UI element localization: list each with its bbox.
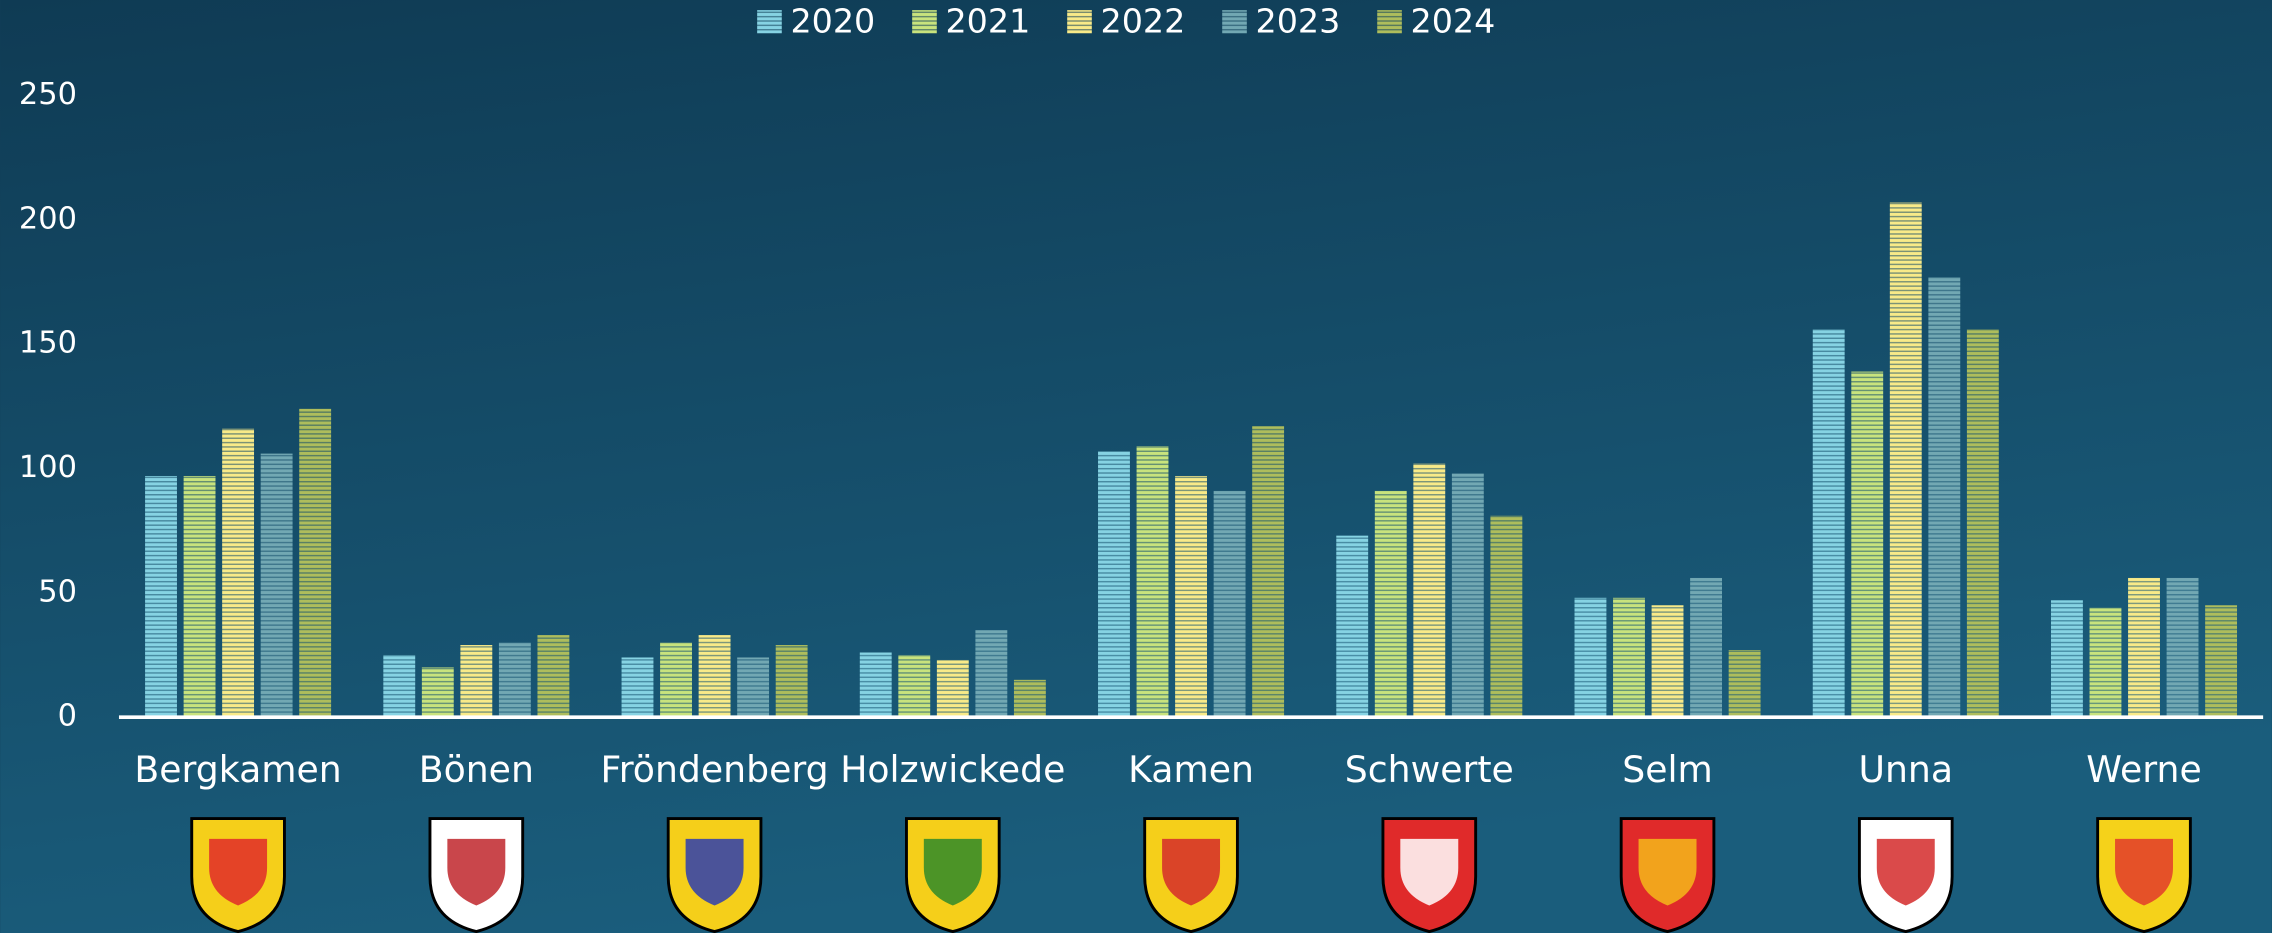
x-tick-label: Bönen bbox=[419, 748, 534, 791]
bar bbox=[660, 642, 692, 718]
bar bbox=[1651, 605, 1684, 718]
bar bbox=[2089, 607, 2122, 718]
y-tick-label: 100 bbox=[19, 450, 77, 485]
bar bbox=[1690, 577, 1723, 718]
legend-label: 2024 bbox=[1411, 2, 1496, 41]
coat-of-arms bbox=[1857, 817, 1954, 933]
bar bbox=[222, 428, 255, 718]
legend-label: 2020 bbox=[790, 2, 875, 41]
coat-of-arms bbox=[1619, 817, 1716, 933]
bar bbox=[1175, 475, 1207, 718]
bar bbox=[183, 475, 216, 718]
bar bbox=[1812, 329, 1845, 718]
bar bbox=[737, 657, 770, 718]
x-tick-label: Werne bbox=[2086, 748, 2201, 791]
bar bbox=[1889, 202, 1922, 718]
bar bbox=[975, 630, 1008, 718]
bar bbox=[898, 654, 931, 718]
x-tick-label: Fröndenberg bbox=[601, 748, 829, 791]
x-tick-label: Selm bbox=[1622, 748, 1713, 791]
x-tick-label: Bergkamen bbox=[134, 748, 341, 791]
x-tick-label: Unna bbox=[1858, 748, 1953, 791]
bar bbox=[299, 408, 332, 718]
bar bbox=[775, 645, 808, 718]
legend-label: 2022 bbox=[1101, 2, 1186, 41]
bar bbox=[2128, 577, 2160, 718]
bar bbox=[260, 453, 293, 718]
bar bbox=[1851, 371, 1884, 718]
x-tick-label: Schwerte bbox=[1345, 748, 1514, 791]
x-tick-label: Holzwickede bbox=[840, 748, 1065, 791]
bar bbox=[2051, 600, 2083, 718]
bar bbox=[1413, 463, 1446, 718]
bar bbox=[1252, 426, 1285, 718]
coat-of-arms bbox=[190, 817, 286, 933]
y-tick-label: 200 bbox=[19, 201, 77, 236]
legend-swatch bbox=[912, 10, 937, 34]
bar bbox=[2166, 577, 2199, 718]
coat-of-arms bbox=[905, 817, 1001, 933]
bar bbox=[537, 635, 570, 718]
x-tick-label: Kamen bbox=[1128, 748, 1254, 791]
bar bbox=[2205, 605, 2238, 718]
y-tick-label: 50 bbox=[38, 574, 77, 609]
bar bbox=[460, 645, 493, 718]
bar bbox=[383, 654, 416, 718]
coat-of-arms bbox=[428, 817, 525, 933]
bar bbox=[1213, 490, 1246, 718]
legend-swatch bbox=[1377, 10, 1402, 34]
bar bbox=[936, 659, 969, 718]
y-tick-label: 250 bbox=[19, 77, 77, 112]
bar bbox=[421, 667, 454, 718]
coat-of-arms bbox=[1143, 817, 1239, 933]
y-tick-label: 0 bbox=[58, 699, 77, 734]
bar bbox=[1574, 597, 1607, 718]
bar bbox=[1728, 650, 1761, 718]
bar bbox=[1490, 515, 1523, 718]
coat-of-arms bbox=[2096, 817, 2192, 933]
bar bbox=[498, 642, 531, 718]
legend-label: 2021 bbox=[945, 2, 1030, 41]
coat-of-arms bbox=[666, 817, 763, 933]
bar bbox=[1966, 329, 1999, 718]
legend-label: 2023 bbox=[1256, 2, 1341, 41]
bar bbox=[1374, 490, 1407, 718]
bar bbox=[1451, 473, 1484, 718]
legend-swatch bbox=[1222, 10, 1247, 34]
bar bbox=[859, 652, 892, 718]
bar bbox=[145, 475, 177, 718]
coat-of-arms bbox=[1381, 817, 1478, 933]
bar bbox=[621, 657, 654, 718]
bar bbox=[1013, 679, 1046, 718]
bar bbox=[1613, 597, 1645, 718]
y-tick-label: 150 bbox=[19, 326, 77, 361]
legend-swatch bbox=[757, 10, 782, 34]
bar bbox=[1098, 451, 1130, 718]
legend-swatch bbox=[1067, 10, 1092, 34]
bar bbox=[1136, 446, 1169, 718]
bar bbox=[1928, 277, 1961, 718]
bar bbox=[1336, 535, 1369, 718]
bar bbox=[698, 635, 731, 718]
